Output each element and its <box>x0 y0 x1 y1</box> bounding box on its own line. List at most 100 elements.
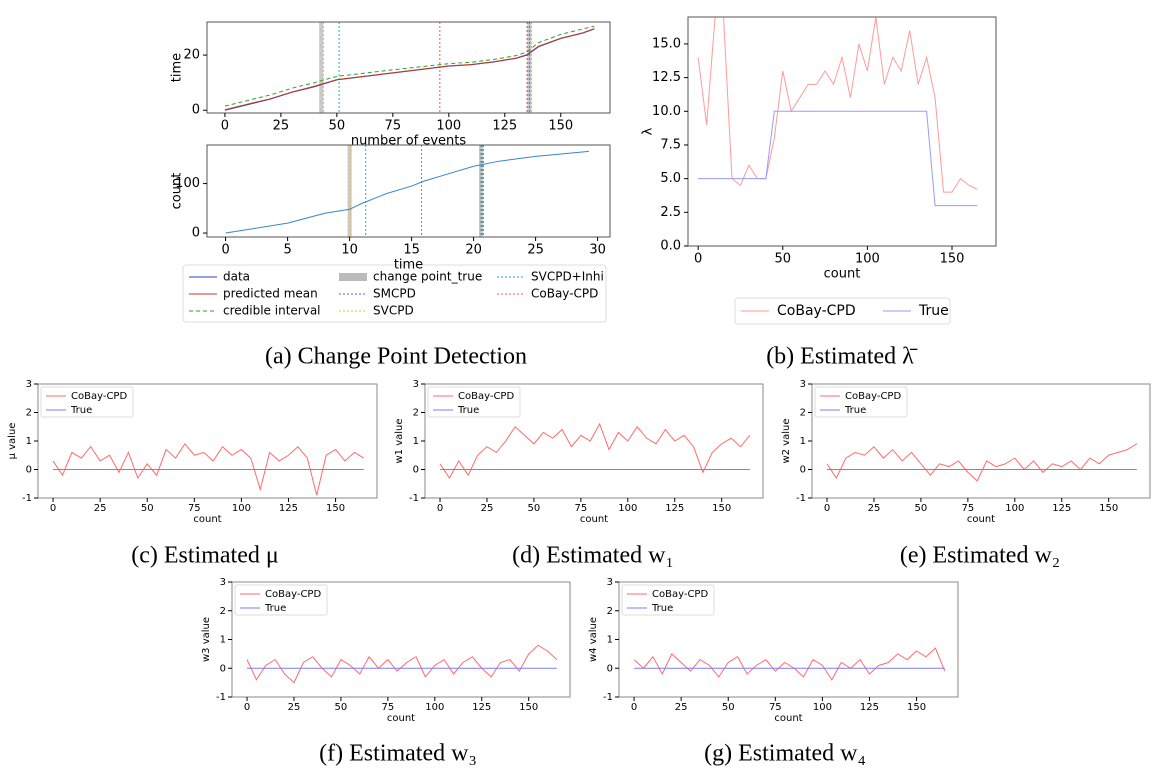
y-tick-label: 15.0 <box>652 36 681 51</box>
x-tick-label: 10 <box>341 243 358 258</box>
y-axis-label: time <box>170 53 185 82</box>
y-tick-label: 1 <box>26 436 32 447</box>
y-tick-label: 0 <box>607 663 613 674</box>
y-tick-label: 3 <box>800 379 806 390</box>
x-tick-label: 25 <box>288 702 301 713</box>
y-tick-label: 2 <box>800 408 806 419</box>
caption: (d) Estimated w₁ <box>512 543 674 569</box>
series-line <box>698 110 978 207</box>
y-tick-label: 10.0 <box>652 104 681 119</box>
legend-label: True <box>844 405 866 416</box>
legend-label: predicted mean <box>223 287 318 301</box>
x-tick-label: 50 <box>335 702 348 713</box>
x-tick-label: 150 <box>326 503 345 514</box>
y-tick-label: -1 <box>409 493 419 504</box>
y-tick-label: 20 <box>183 48 200 63</box>
series-line <box>225 150 589 234</box>
x-tick-label: 125 <box>279 503 298 514</box>
legend-box <box>734 297 951 325</box>
x-tick-label: 75 <box>769 702 782 713</box>
legend-label: CoBay-CPD <box>652 589 708 600</box>
series-line <box>697 17 978 193</box>
x-tick-label: 150 <box>519 702 538 713</box>
y-axis-label: μ value <box>7 423 18 460</box>
y-tick-label: 2 <box>413 408 419 419</box>
x-tick-label: 150 <box>712 503 731 514</box>
x-tick-label: 50 <box>774 252 791 267</box>
x-tick-label: 0 <box>824 503 830 514</box>
series-line <box>633 647 946 681</box>
y-tick-label: 7.5 <box>660 137 681 152</box>
x-tick-label: 25 <box>527 243 544 258</box>
caption: (g) Estimated w₄ <box>704 741 866 767</box>
y-tick-label: 1 <box>800 436 806 447</box>
plot-area <box>225 145 589 237</box>
y-tick-label: 1 <box>220 635 226 646</box>
legend-label: CoBay-CPD <box>458 391 514 402</box>
x-tick-label: 100 <box>813 702 832 713</box>
y-tick-label: 100 <box>175 176 200 191</box>
x-tick-label: 0 <box>694 252 702 267</box>
legend-label: CoBay-CPD <box>777 303 856 319</box>
y-tick-label: 5.0 <box>660 171 681 186</box>
x-tick-label: 125 <box>1052 503 1071 514</box>
y-tick-label: 0 <box>220 663 226 674</box>
x-tick-label: 100 <box>436 119 461 134</box>
legend-label: True <box>264 603 286 614</box>
y-tick-label: 0 <box>192 226 200 241</box>
caption: (b) Estimated λ̄ <box>766 344 918 370</box>
y-tick-label: 2 <box>607 606 613 617</box>
x-axis-label: count <box>824 267 861 282</box>
caption: (e) Estimated w₂ <box>900 543 1060 569</box>
y-tick-label: -1 <box>22 493 32 504</box>
y-tick-label: 3 <box>607 577 613 588</box>
x-tick-label: 30 <box>589 243 606 258</box>
legend-label: CoBay-CPD <box>265 589 321 600</box>
x-tick-label: 25 <box>481 503 494 514</box>
x-axis-label: count <box>387 713 415 724</box>
x-tick-label: 0 <box>221 119 229 134</box>
y-tick-label: 2 <box>26 408 32 419</box>
x-tick-label: 75 <box>961 503 974 514</box>
x-tick-label: 25 <box>868 503 881 514</box>
x-tick-label: 125 <box>665 503 684 514</box>
x-axis-label: number of events <box>351 134 467 149</box>
legend-label: CoBay-CPD <box>71 391 127 402</box>
y-tick-label: 2 <box>220 606 226 617</box>
legend-label: True <box>457 405 479 416</box>
x-tick-label: 50 <box>329 119 346 134</box>
plot-area <box>826 443 1138 482</box>
legend-label: change point_true <box>373 270 482 284</box>
y-tick-label: 2.5 <box>660 205 681 220</box>
series-line <box>224 28 595 111</box>
plot-area <box>224 22 595 113</box>
y-tick-label: 0 <box>800 465 806 476</box>
x-tick-label: 25 <box>675 702 688 713</box>
plot-frame <box>206 144 611 238</box>
x-tick-label: 100 <box>425 702 444 713</box>
legend-label: SVCPD+Inhi <box>531 270 604 284</box>
x-tick-label: 100 <box>618 503 637 514</box>
x-tick-label: 50 <box>141 503 154 514</box>
y-tick-label: 0.0 <box>660 239 681 254</box>
series-line <box>224 28 595 111</box>
y-tick-label: 1 <box>607 635 613 646</box>
x-axis-label: time <box>394 258 423 273</box>
x-tick-label: 75 <box>385 119 402 134</box>
y-axis-label: count <box>170 173 185 210</box>
y-axis-label: w3 value <box>201 617 212 662</box>
x-tick-label: 125 <box>472 702 491 713</box>
legend-label: CoBay-CPD <box>531 287 598 301</box>
plot-area <box>52 443 365 496</box>
y-tick-label: 0 <box>413 465 419 476</box>
series-line <box>52 443 365 496</box>
x-axis-label: count <box>580 514 608 525</box>
x-tick-label: 15 <box>403 243 420 258</box>
plot-area <box>697 17 978 207</box>
legend-label: data <box>223 270 250 284</box>
legend-label: SVCPD <box>373 304 414 318</box>
y-axis-label: w4 value <box>588 617 599 662</box>
legend-label: credible interval <box>223 304 321 318</box>
y-tick-label: 3 <box>26 379 32 390</box>
